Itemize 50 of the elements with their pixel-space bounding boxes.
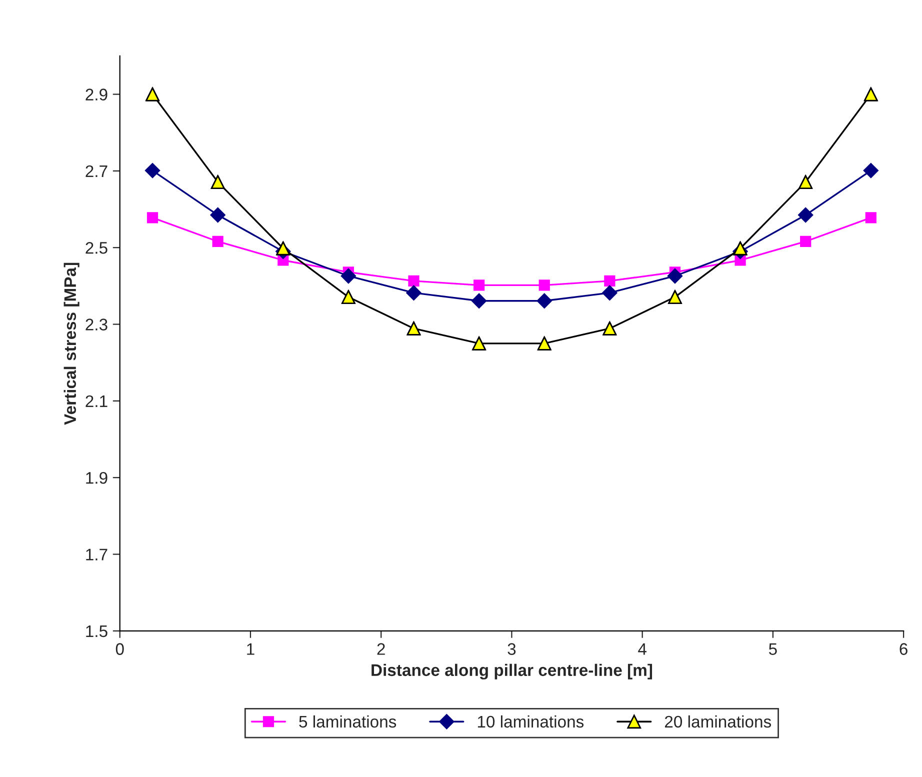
point: [668, 290, 682, 304]
point: [604, 275, 616, 287]
point: [408, 275, 420, 287]
x-tick-label: 5: [768, 643, 777, 655]
point: [536, 293, 552, 308]
y-tick-label: 2.5: [86, 242, 108, 254]
point: [212, 236, 224, 248]
point: [146, 212, 158, 224]
point: [798, 207, 814, 223]
point: [210, 175, 225, 189]
point: [340, 268, 356, 284]
y-tick-label: 2.1: [86, 395, 108, 407]
y-axis-title: Vertical stress [MPa]: [64, 262, 80, 425]
point: [800, 236, 812, 248]
legend-label: 5 laminations: [299, 715, 396, 728]
point: [471, 293, 487, 308]
point: [210, 207, 226, 223]
legend-label: 10 laminations: [478, 715, 584, 728]
y-tick-label: 1.9: [86, 472, 108, 484]
legend-label: 20 laminations: [664, 715, 772, 728]
y-tick-label: 1.7: [86, 548, 108, 560]
point: [341, 290, 356, 304]
point: [602, 322, 617, 336]
point: [733, 241, 748, 256]
y-tick-label: 2.9: [86, 88, 108, 100]
x-tick-label: 2: [377, 643, 385, 655]
point: [864, 87, 878, 102]
y-tick-label: 1.5: [86, 625, 108, 638]
x-tick-label: 6: [900, 643, 908, 655]
point: [667, 268, 683, 284]
point: [406, 285, 422, 300]
point: [863, 162, 878, 178]
y-tick-label: 2.7: [86, 165, 108, 177]
point: [472, 336, 486, 350]
point: [602, 285, 618, 300]
x-axis-title: Distance along pillar centre-line [m]: [372, 664, 652, 680]
point: [538, 280, 550, 291]
point: [406, 322, 421, 336]
point: [144, 162, 160, 178]
x-tick-label: 0: [116, 643, 124, 655]
x-tick-label: 1: [247, 643, 254, 655]
y-tick-label: 2.3: [86, 318, 108, 330]
point: [537, 336, 552, 350]
x-tick-label: 3: [508, 643, 516, 655]
point: [865, 212, 876, 224]
point: [146, 87, 160, 102]
point: [798, 175, 813, 189]
point: [474, 280, 485, 291]
point: [276, 241, 290, 256]
x-tick-label: 4: [638, 643, 646, 655]
